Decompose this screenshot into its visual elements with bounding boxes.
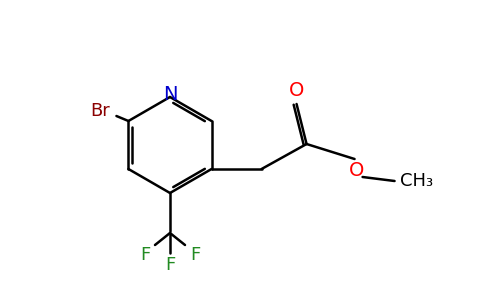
- Text: O: O: [349, 161, 364, 181]
- Text: N: N: [163, 85, 177, 104]
- Text: O: O: [289, 82, 304, 100]
- Text: CH₃: CH₃: [400, 172, 433, 190]
- Text: F: F: [165, 256, 175, 274]
- Text: Br: Br: [91, 102, 110, 120]
- Text: F: F: [190, 246, 200, 264]
- Text: F: F: [140, 246, 150, 264]
